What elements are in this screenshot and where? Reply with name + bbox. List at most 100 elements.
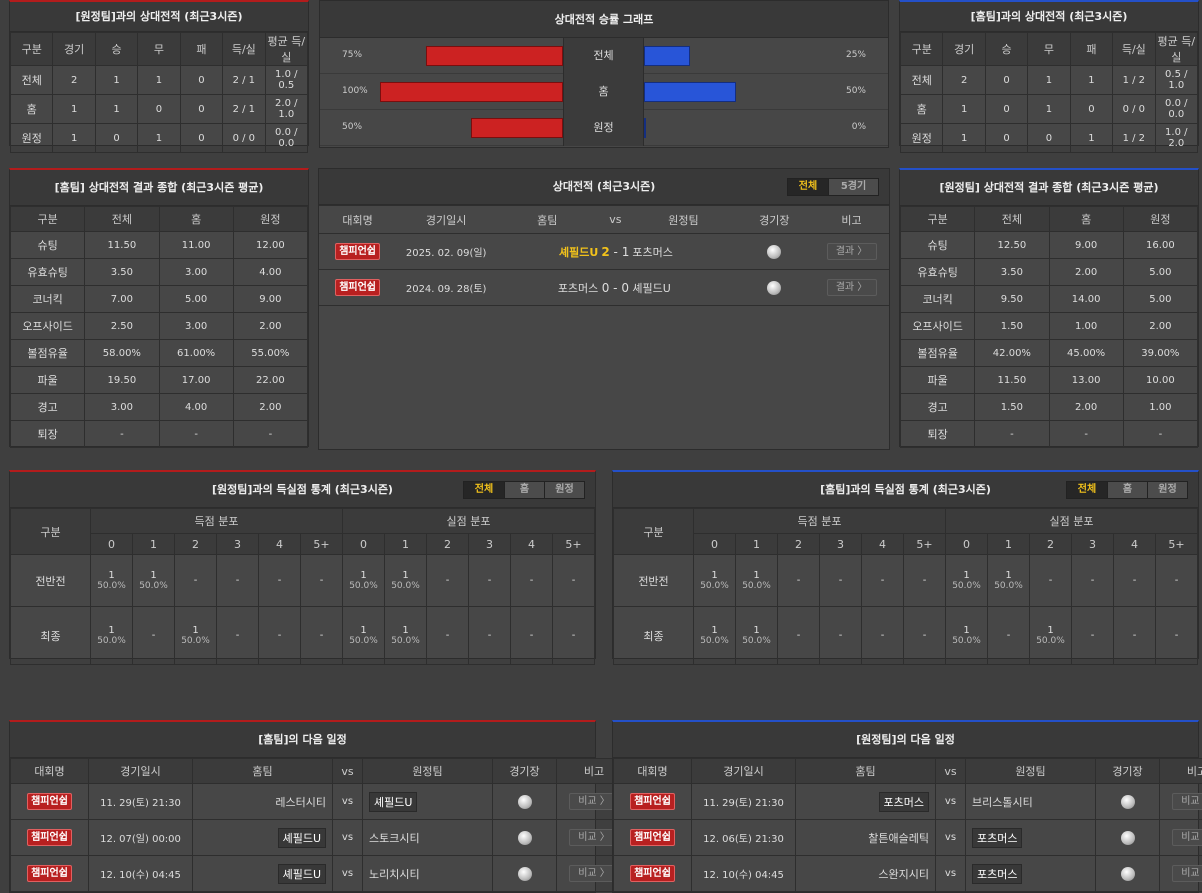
- away-bar: [644, 46, 690, 66]
- table-row: 코너킥 7.00 5.00 9.00: [9, 285, 309, 313]
- stadium-icon[interactable]: [517, 866, 532, 881]
- league-badge[interactable]: 챔피언쉽: [630, 865, 675, 882]
- table-row: 원정 1 0 0 1 1 / 2 1.0 / 2.0: [899, 123, 1199, 153]
- result-button[interactable]: 결과 〉: [826, 279, 877, 296]
- away-team: 노리치시티: [362, 855, 493, 892]
- tab-home[interactable]: 홈: [1107, 482, 1147, 498]
- panel-title: [원정팀]과의 득실점 통계 (최근3시즌) 전체 홈 원정: [10, 472, 595, 508]
- cell: 10.00: [1122, 366, 1199, 394]
- tab-all[interactable]: 전체: [788, 179, 828, 195]
- col-header: 비고: [814, 205, 889, 234]
- bucket-header: 2: [174, 533, 217, 555]
- league-badge[interactable]: 챔피언쉽: [27, 793, 72, 810]
- league-badge[interactable]: 챔피언쉽: [27, 829, 72, 846]
- cell: 1.50: [974, 393, 1050, 421]
- cell: 0: [179, 65, 224, 95]
- stadium-icon[interactable]: [517, 794, 532, 809]
- dist-count: 1: [192, 625, 199, 636]
- compare-button[interactable]: 비교 〉: [1172, 865, 1202, 882]
- date-cell: 2024. 09. 28(토): [396, 269, 497, 306]
- vs-label: vs: [935, 855, 966, 892]
- dist-cell: 1 50.0%: [735, 554, 778, 607]
- score-cell: 0 - 0: [598, 269, 633, 306]
- league-badge[interactable]: 챔피언쉽: [630, 829, 675, 846]
- dist-count: -: [151, 630, 156, 641]
- dist-cell: -: [1113, 606, 1156, 665]
- col-header: 득/실: [1112, 32, 1156, 66]
- compare-button[interactable]: 비교 〉: [1172, 829, 1202, 846]
- result-button[interactable]: 결과 〉: [826, 243, 877, 260]
- bucket-header: 3: [468, 533, 511, 555]
- dist-cell: 1 50.0%: [342, 606, 385, 665]
- cell: 1 / 2: [1112, 123, 1156, 153]
- cell: 2 / 1: [222, 94, 266, 124]
- league-badge[interactable]: 챔피언쉽: [630, 793, 675, 810]
- stadium-icon[interactable]: [767, 280, 782, 295]
- stadium-icon[interactable]: [1120, 830, 1135, 845]
- note-cell: 비교 〉: [1159, 783, 1202, 820]
- dist-count: -: [796, 630, 801, 641]
- league-badge[interactable]: 챔피언쉽: [335, 279, 380, 296]
- stadium-icon[interactable]: [767, 244, 782, 259]
- league-badge[interactable]: 챔피언쉽: [27, 865, 72, 882]
- dist-cell: 1 50.0%: [384, 554, 427, 607]
- home-team: 찰튼애슬레틱: [795, 819, 936, 856]
- dist-cell: -: [300, 554, 343, 607]
- dist-count: -: [277, 575, 282, 586]
- cell: 9.00: [232, 285, 309, 313]
- tab-all[interactable]: 전체: [464, 482, 504, 498]
- home-bar: [471, 118, 563, 138]
- stadium-icon[interactable]: [517, 830, 532, 845]
- header-row: 구분 득점 분포 실점 분포: [10, 508, 595, 555]
- concede-dist-header: 실점 분포: [342, 508, 595, 534]
- cell: 0.0 / 0.0: [1154, 94, 1199, 124]
- table-row: 슈팅 11.50 11.00 12.00: [9, 231, 309, 259]
- row-label: 유효슈팅: [9, 258, 86, 286]
- date-cell: 12. 10(수) 04:45: [88, 855, 193, 892]
- cell: 1: [94, 94, 139, 124]
- compare-button[interactable]: 비교 〉: [569, 793, 619, 810]
- cell: 17.00: [158, 366, 234, 394]
- dist-cell: -: [426, 606, 469, 665]
- dist-percent: 50.0%: [349, 581, 378, 591]
- dist-percent: 50.0%: [97, 581, 126, 591]
- col-header: 구분: [899, 32, 944, 66]
- dist-cell: -: [174, 554, 217, 607]
- dist-count: -: [1048, 575, 1053, 586]
- table-row: 전체 2 1 1 0 2 / 1 1.0 / 0.5: [9, 65, 309, 95]
- dist-cell: -: [1071, 606, 1114, 665]
- stadium-icon[interactable]: [1120, 866, 1135, 881]
- tab-all[interactable]: 전체: [1067, 482, 1107, 498]
- col-header: 경기: [942, 32, 986, 66]
- dist-cell: -: [216, 554, 259, 607]
- cell: 1.50: [974, 312, 1050, 340]
- bucket-header: 5+: [300, 533, 343, 555]
- cell: 2.0 / 1.0: [264, 94, 309, 124]
- home-team-name: 셰필드U: [277, 863, 326, 884]
- cell: 1: [942, 94, 986, 124]
- cell: 1: [52, 123, 96, 153]
- dist-count: 1: [963, 625, 970, 636]
- cell: 11.00: [158, 231, 234, 259]
- bucket-header: 4: [861, 533, 904, 555]
- note-cell: 비교 〉: [1159, 819, 1202, 856]
- away-team-name: 스토크시티: [369, 831, 420, 845]
- row-label: 원정: [899, 123, 944, 153]
- tab-away[interactable]: 원정: [1147, 482, 1187, 498]
- col-header: 패: [1069, 32, 1114, 66]
- header-row: 구분 득점 분포 실점 분포: [613, 508, 1198, 555]
- cell: 1: [942, 123, 986, 153]
- stadium-icon[interactable]: [1120, 794, 1135, 809]
- dist-cell: 1 50.0%: [1029, 606, 1072, 665]
- vs-label: vs: [332, 783, 363, 820]
- tab-5games[interactable]: 5경기: [828, 179, 878, 195]
- h2h-home-panel: [원정팀]과의 상대전적 (최근3시즌) 구분 경기 승 무 패 득/실 평균 득/실 전체 2…: [9, 0, 309, 153]
- league-badge[interactable]: 챔피언쉽: [335, 243, 380, 260]
- tab-home[interactable]: 홈: [504, 482, 544, 498]
- compare-button[interactable]: 비교 〉: [1172, 793, 1202, 810]
- row-label: 볼점유율: [9, 339, 86, 367]
- tab-away[interactable]: 원정: [544, 482, 584, 498]
- away-team: 스토크시티: [362, 819, 493, 856]
- cell: 11.50: [974, 366, 1050, 394]
